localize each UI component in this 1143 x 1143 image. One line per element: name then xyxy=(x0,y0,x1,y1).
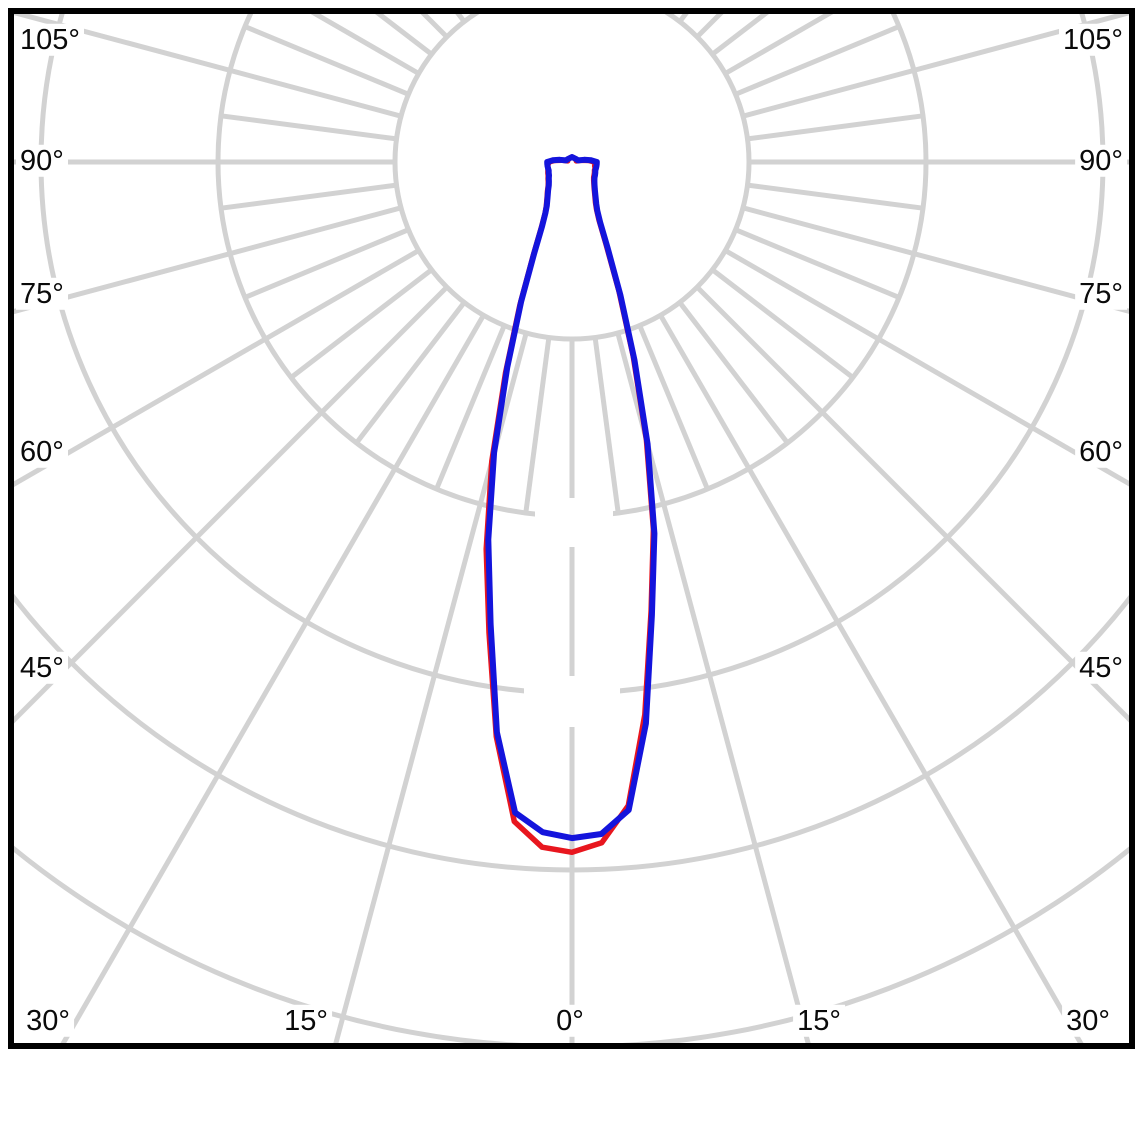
angle-tick-right-105deg: 105° xyxy=(1059,23,1127,57)
radial-scale-label-mask xyxy=(524,676,620,727)
angle-tick-left-75deg: 75° xyxy=(16,277,68,311)
angle-tick-bottom-15deg: 15° xyxy=(793,1004,845,1038)
angle-tick-bottom-30deg: 30° xyxy=(1062,1004,1114,1038)
curve-c90-c270 xyxy=(485,154,658,842)
angle-tick-left-45deg: 45° xyxy=(16,651,68,685)
angle-tick-left-60deg: 60° xyxy=(16,435,68,469)
radial-scale-label-mask xyxy=(535,498,613,547)
angle-tick-left-105deg: 105° xyxy=(16,23,84,57)
angle-tick-right-45deg: 45° xyxy=(1075,651,1127,685)
angle-tick-bottom-15deg: 15° xyxy=(280,1004,332,1038)
legend-area: cd/klm C0 - C180 C90 - C270 η = 100% xyxy=(0,1052,1143,1143)
angle-tick-bottom-0deg: 0° xyxy=(552,1004,588,1038)
angle-tick-bottom-30deg: 30° xyxy=(22,1004,74,1038)
angle-tick-right-60deg: 60° xyxy=(1075,435,1127,469)
angle-tick-left-90deg: 90° xyxy=(16,144,68,178)
angle-tick-right-75deg: 75° xyxy=(1075,277,1127,311)
angle-tick-right-90deg: 90° xyxy=(1075,144,1127,178)
chart-frame xyxy=(8,8,1135,1049)
